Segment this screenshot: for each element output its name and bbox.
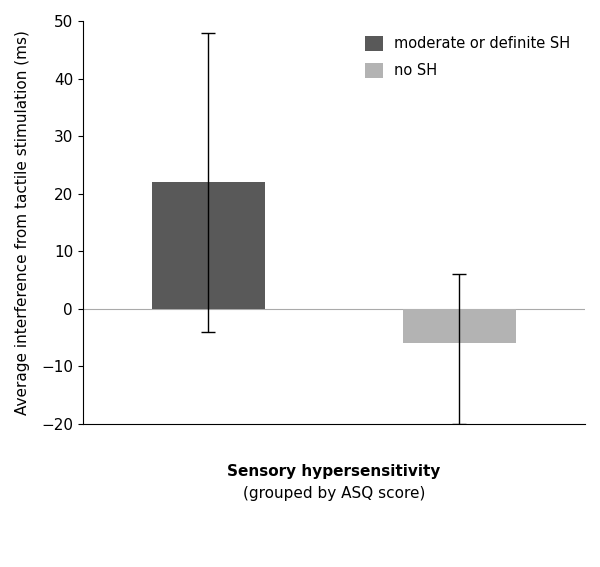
Bar (403, 309, 516, 344)
Bar (152, 182, 265, 309)
Text: Sensory hypersensitivity: Sensory hypersensitivity (227, 464, 440, 479)
Y-axis label: Average interference from tactile stimulation (ms): Average interference from tactile stimul… (15, 30, 30, 415)
Text: (grouped by ASQ score): (grouped by ASQ score) (243, 486, 425, 501)
Legend: moderate or definite SH, no SH: moderate or definite SH, no SH (358, 28, 578, 85)
